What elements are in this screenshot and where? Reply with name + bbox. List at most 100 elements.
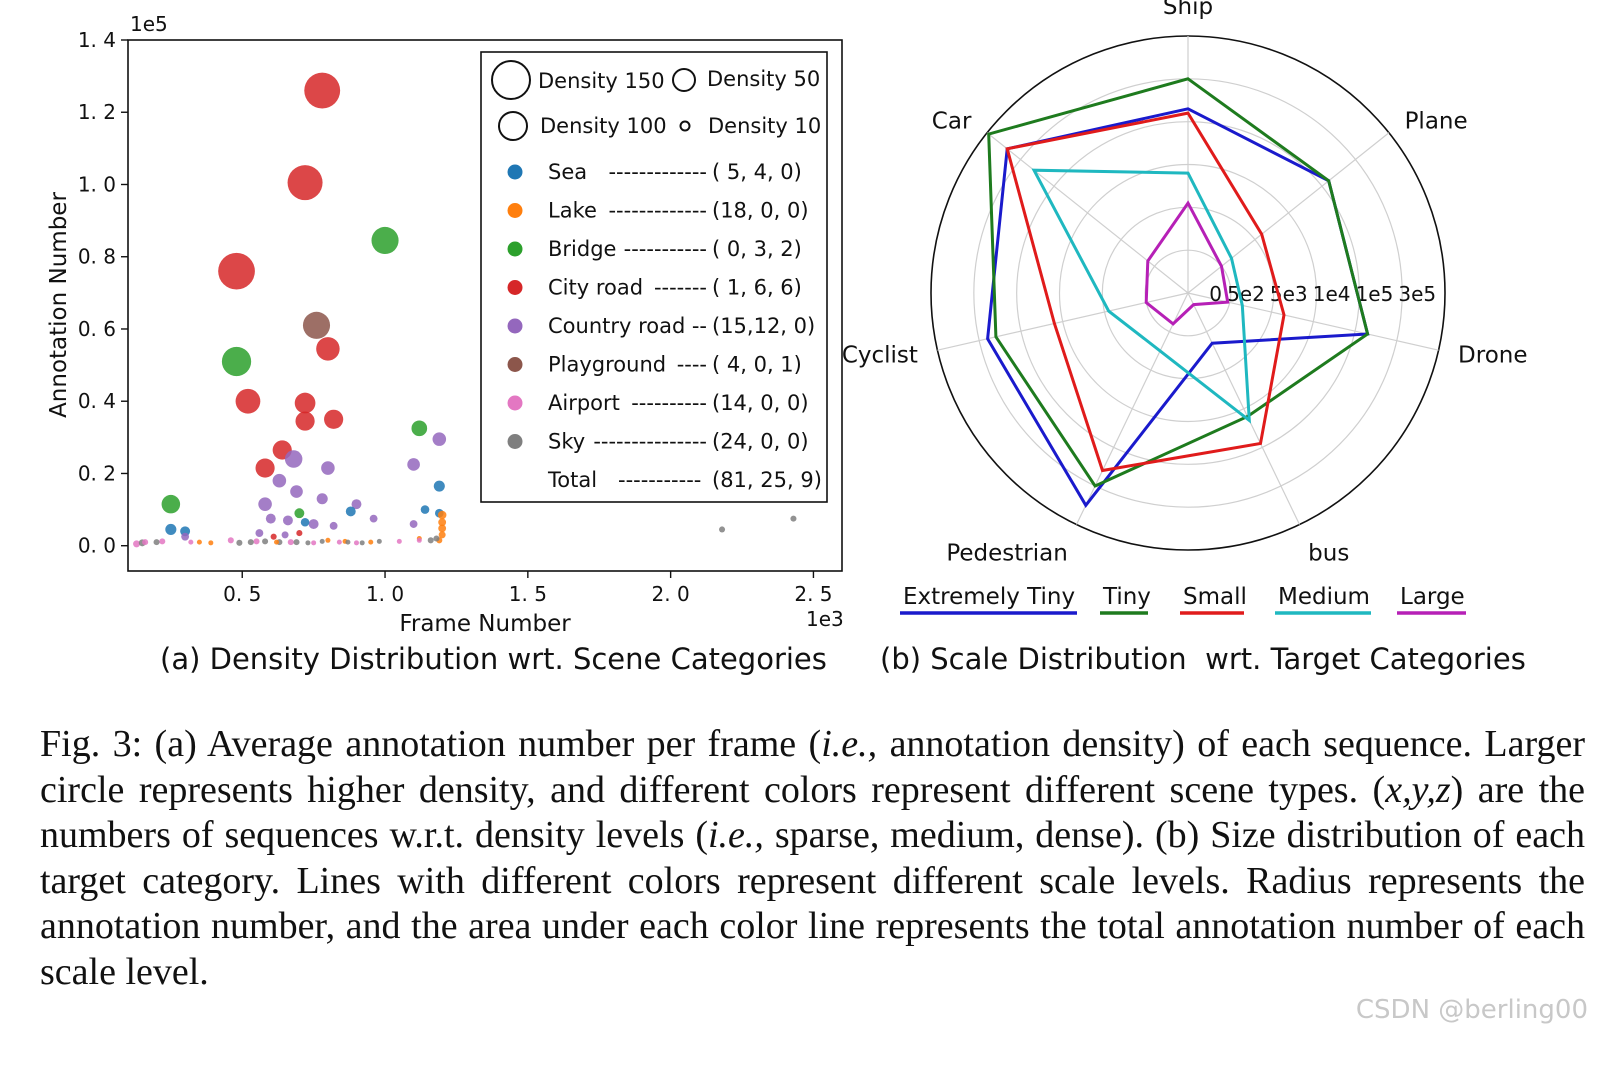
scatter-point-sky: [293, 539, 300, 546]
caption-text: ) are the numbers of sequences w.r.t. de…: [40, 768, 1585, 857]
caption-xyz: x,y,z: [1385, 768, 1451, 811]
legend-total-counts: (81, 25, 9): [712, 468, 822, 492]
radar-axis-label: Car: [932, 108, 972, 134]
legend-category-name: Country road: [548, 314, 685, 338]
legend-category-name: Airport: [548, 391, 620, 415]
legend-marker: [507, 280, 523, 295]
scatter-point-city-road: [218, 252, 255, 290]
scatter-point-sky: [427, 537, 434, 544]
legend-size-label: Density 50: [707, 67, 820, 91]
radar-legend-label: Medium: [1278, 584, 1370, 610]
legend-marker: [507, 395, 523, 411]
x-tick-label: 2. 0: [652, 582, 690, 606]
legend-total-name: Total: [547, 468, 597, 492]
scatter-point-sea: [165, 523, 177, 535]
scatter-point-lake: [368, 539, 374, 545]
scatter-point-country-road: [308, 519, 319, 529]
legend-size-marker-150: [491, 60, 531, 100]
scatter-point-bridge: [411, 420, 428, 437]
scatter-point-city-road: [287, 165, 323, 201]
scatter-point-playground: [302, 311, 331, 339]
scatter-point-country-road: [272, 473, 287, 488]
legend-dashes: ---------------: [593, 430, 707, 454]
y-tick-label: 1. 2: [78, 100, 116, 124]
scatter-point-sky: [359, 540, 365, 546]
radar-series-tiny: [987, 77, 1370, 488]
radar-axis-label: bus: [1308, 541, 1349, 567]
scatter-point-bridge: [294, 508, 305, 519]
legend-category-name: City road: [548, 276, 643, 300]
scatter-point-airport: [227, 537, 234, 544]
legend-category-name: Lake: [548, 199, 597, 223]
scatter-point-lake: [325, 537, 331, 543]
legend-counts: (14, 0, 0): [712, 391, 809, 415]
legend-dashes: -------: [654, 276, 707, 300]
legend-category-name: Playground: [548, 353, 666, 377]
legend-counts: ( 4, 0, 1): [712, 353, 802, 377]
scatter-point-lake: [438, 531, 446, 539]
scatter-point-sky: [305, 540, 311, 546]
y-tick-label: 0. 8: [78, 245, 116, 269]
scatter-point-airport: [353, 540, 359, 546]
legend-size-label: Density 100: [540, 114, 667, 138]
scatter-point-airport: [311, 540, 317, 546]
legend-marker: [507, 203, 523, 218]
legend-category-name: Bridge: [548, 237, 616, 261]
scatter-point-sea: [420, 505, 430, 514]
scatter-point-city-road: [270, 533, 277, 540]
radar-ring-label: 1e5: [1356, 282, 1394, 306]
scatter-point-airport: [253, 538, 260, 545]
radar-axis-label: Cyclist: [842, 343, 918, 369]
scatter-point-country-road: [255, 529, 264, 537]
scatter-point-country-road: [432, 432, 447, 446]
caption-text: Fig. 3: (a) Average annotation number pe…: [40, 723, 822, 765]
radar-axis-label: Pedestrian: [946, 541, 1067, 567]
legend-size-label: Density 150: [538, 69, 665, 93]
scatter-point-sea: [345, 506, 356, 517]
legend-marker: [507, 318, 523, 334]
radar-spoke: [986, 132, 1189, 294]
scatter-point-country-road: [281, 531, 289, 539]
scatter-point-sky: [376, 538, 382, 544]
scatter-point-sky: [319, 538, 325, 544]
radar-legend-label: Extremely Tiny: [903, 584, 1075, 610]
scatter-point-sky: [262, 538, 269, 545]
legend-category-name: Sea: [548, 160, 587, 184]
legend-size-marker-50: [672, 68, 696, 92]
watermark: CSDN @berling00: [1355, 995, 1588, 1025]
scatter-point-airport: [142, 539, 149, 546]
scatter-ticks: 0. 5 1. 0 1. 5 2. 0 2. 5 0. 0 0. 2 0. 4 0. 6 0. 8…: [78, 28, 833, 606]
legend-counts: (24, 0, 0): [712, 430, 809, 454]
scatter-point-sky: [719, 526, 726, 533]
legend-dashes: -------------: [608, 160, 707, 184]
radar-legend-label: Tiny: [1102, 584, 1151, 610]
radar-legend-label: Small: [1183, 584, 1247, 610]
legend-marker: [507, 357, 523, 372]
legend-marker: [507, 434, 523, 449]
legend-counts: ( 5, 4, 0): [712, 160, 802, 184]
radar-ring-label: 3e5: [1398, 282, 1436, 306]
radar-axis-label: Drone: [1458, 343, 1527, 369]
scatter-chart: 0. 5 1. 0 1. 5 2. 0 2. 5 0. 0 0. 2 0. 4 0. 6 0. 8…: [46, 12, 844, 637]
legend-category-name: Sky: [548, 430, 585, 454]
scatter-point-airport: [287, 539, 294, 546]
scatter-axes-frame: [127, 39, 843, 572]
legend-total-dashes: -----------: [618, 468, 701, 492]
legend-size-label: Density 10: [708, 114, 821, 138]
y-tick-label: 1. 0: [78, 172, 116, 196]
legend-dashes: ----: [677, 353, 707, 377]
legend-marker: [507, 164, 523, 180]
radar-legend-label: Large: [1400, 584, 1465, 610]
scatter-point-sky: [247, 539, 254, 546]
scatter-point-country-road: [316, 493, 328, 505]
radar-legend: Extremely Tiny Tiny Small Medium Large: [900, 584, 1466, 615]
scatter-point-country-road: [407, 458, 420, 471]
scatter-point-country-road: [321, 461, 335, 475]
y-tick-label: 1. 4: [78, 28, 116, 52]
scatter-point-airport: [396, 538, 402, 544]
scatter-point-country-road: [284, 450, 303, 468]
radar-series-large: [1144, 200, 1230, 326]
scatter-legend: Density 150 Density 50 Density 100 Densi…: [480, 51, 828, 503]
subcaption-a: (a) Density Distribution wrt. Scene Cate…: [160, 642, 827, 676]
scatter-point-country-road: [369, 514, 378, 523]
